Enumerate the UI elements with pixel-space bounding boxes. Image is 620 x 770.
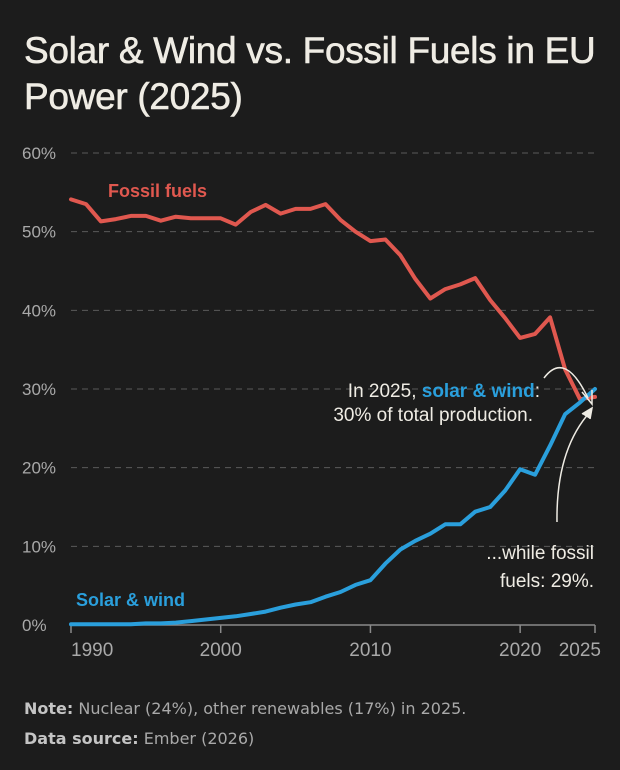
x-tick-label: 2000: [200, 640, 242, 661]
chart-title: Solar & Wind vs. Fossil Fuels in EU Powe…: [24, 30, 596, 118]
series-label-fossil-fuels: Fossil fuels: [108, 181, 207, 201]
x-tick-label: 1990: [71, 640, 113, 661]
series-label-solar-wind: Solar & wind: [76, 590, 185, 610]
x-tick-label: 2020: [499, 640, 541, 661]
data-source: Data source: Ember (2026): [24, 729, 255, 748]
annotation-arrowhead-solar: [581, 390, 593, 407]
annotation-arrow-fossil: [556, 411, 591, 523]
y-tick-label: 20%: [22, 459, 56, 478]
annotation-arrowhead-fossil: [581, 406, 594, 420]
annotation-solar-line2: 30% of total production.: [333, 405, 533, 426]
y-tick-label: 30%: [22, 380, 56, 399]
y-tick-label: 0%: [22, 616, 47, 635]
x-tick-label: 2025: [559, 640, 601, 661]
series-line-solar-wind: [69, 387, 597, 627]
y-tick-label: 60%: [22, 144, 56, 163]
annotation-fossil-line2: fuels: 29%.: [500, 571, 594, 592]
annotation-fossil-line1: ...while fossil: [486, 543, 594, 564]
annotation-solar-line1: In 2025, solar & wind:: [348, 381, 540, 402]
annotation-arrow-solar: [543, 367, 589, 399]
chart-note: Note: Nuclear (24%), other renewables (1…: [24, 699, 467, 718]
y-tick-label: 50%: [22, 223, 56, 242]
y-tick-label: 40%: [22, 301, 56, 320]
x-tick-label: 2010: [349, 640, 391, 661]
y-tick-label: 10%: [22, 537, 56, 556]
series-line-fossil-fuels: [69, 197, 597, 402]
